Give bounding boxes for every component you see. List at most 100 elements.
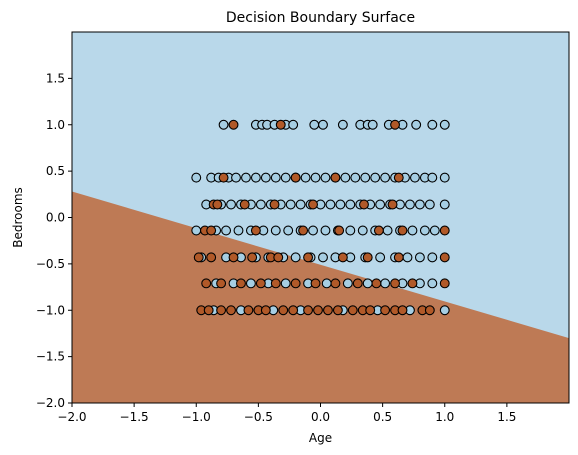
data-point-class-1 [206, 252, 217, 263]
data-point-class-0 [233, 225, 244, 236]
data-point-class-0 [427, 172, 438, 183]
data-point-class-1 [193, 252, 204, 263]
data-point-class-1 [439, 278, 450, 289]
data-point-class-1 [362, 252, 373, 263]
data-point-class-0 [288, 119, 299, 130]
data-point-class-0 [419, 225, 430, 236]
y-tick-label: −2.0 [36, 396, 65, 410]
data-point-class-0 [218, 119, 229, 130]
data-point-class-1 [236, 278, 246, 289]
data-point-class-0 [427, 278, 438, 289]
data-point-class-1 [226, 305, 236, 316]
y-tick-label: 0.5 [46, 164, 65, 178]
y-tick-label: −1.0 [36, 303, 65, 317]
data-point-class-1 [203, 305, 214, 316]
data-point-class-0 [342, 278, 353, 289]
data-point-class-1 [228, 119, 239, 130]
data-point-class-1 [337, 252, 348, 263]
x-tick-label: 1.0 [435, 410, 454, 424]
data-point-class-0 [427, 119, 438, 130]
data-point-class-0 [318, 252, 328, 263]
data-point-class-0 [427, 252, 438, 263]
data-point-class-0 [285, 199, 296, 210]
data-point-class-0 [310, 172, 321, 183]
region-class-1 [72, 191, 569, 403]
data-point-class-1 [310, 278, 321, 289]
data-point-class-1 [278, 305, 289, 316]
data-point-class-0 [255, 199, 266, 210]
data-point-class-0 [407, 225, 418, 236]
x-tick-label: 0.5 [373, 410, 392, 424]
data-point-class-1 [373, 225, 384, 236]
data-point-class-0 [321, 278, 332, 289]
data-point-class-1 [424, 305, 435, 316]
data-point-class-1 [407, 278, 418, 289]
data-point-class-0 [367, 119, 378, 130]
data-point-class-0 [439, 199, 450, 210]
data-point-class-1 [250, 225, 261, 236]
data-point-class-1 [303, 305, 314, 316]
data-point-class-1 [313, 305, 323, 316]
data-point-class-0 [309, 119, 320, 130]
x-axis-ticks: −2.0 −1.5 −1.0 −0.5 0.0 0.5 1.0 1.5 [57, 403, 516, 424]
x-tick-label: −1.5 [120, 410, 149, 424]
data-point-class-0 [429, 225, 440, 236]
data-point-class-0 [345, 225, 356, 236]
data-point-class-1 [247, 252, 258, 263]
data-point-class-0 [424, 199, 435, 210]
data-point-class-0 [409, 172, 420, 183]
data-point-class-0 [280, 172, 291, 183]
data-point-class-0 [360, 172, 371, 183]
data-point-class-0 [226, 199, 236, 210]
data-point-class-1 [260, 305, 271, 316]
data-point-class-1 [239, 199, 250, 210]
data-point-class-0 [414, 199, 425, 210]
data-point-class-0 [191, 225, 202, 236]
y-tick-label: 0.0 [46, 211, 65, 225]
data-point-class-1 [359, 199, 369, 210]
data-point-class-1 [201, 278, 212, 289]
data-point-class-1 [365, 305, 376, 316]
data-point-class-1 [387, 199, 398, 210]
data-point-class-1 [298, 225, 309, 236]
data-point-class-0 [380, 278, 391, 289]
x-tick-label: −2.0 [57, 410, 86, 424]
data-point-class-0 [245, 278, 256, 289]
data-point-class-0 [370, 172, 381, 183]
data-point-class-1 [269, 199, 280, 210]
data-point-class-1 [275, 119, 286, 130]
data-point-class-1 [290, 172, 301, 183]
data-point-class-0 [357, 225, 368, 236]
data-point-class-0 [340, 172, 351, 183]
data-point-class-1 [243, 305, 254, 316]
data-point-class-0 [350, 172, 361, 183]
data-point-class-0 [250, 172, 261, 183]
x-tick-label: 0.0 [311, 410, 330, 424]
y-axis-ticks: −2.0 −1.5 −1.0 −0.5 0.0 0.5 1.0 1.5 [36, 71, 72, 410]
data-point-class-0 [221, 225, 232, 236]
data-point-class-1 [228, 252, 239, 263]
data-point-class-1 [323, 305, 333, 316]
data-point-class-0 [308, 225, 318, 236]
data-point-class-0 [362, 278, 373, 289]
data-point-class-0 [270, 172, 281, 183]
data-point-class-0 [375, 252, 386, 263]
data-point-class-0 [320, 172, 331, 183]
data-point-class-1 [216, 278, 227, 289]
data-point-class-0 [320, 225, 331, 236]
data-point-class-1 [270, 278, 281, 289]
plot-area [72, 32, 569, 403]
data-point-class-1 [380, 305, 391, 316]
data-point-class-0 [402, 252, 413, 263]
data-point-class-0 [439, 119, 450, 130]
data-point-class-1 [212, 199, 223, 210]
data-point-class-1 [352, 278, 363, 289]
y-axis-label: Bedrooms [11, 187, 25, 248]
data-point-class-0 [380, 172, 391, 183]
data-point-class-1 [330, 172, 341, 183]
data-point-class-0 [260, 172, 271, 183]
data-point-class-0 [335, 199, 346, 210]
data-point-class-1 [290, 278, 301, 289]
data-point-class-0 [325, 199, 336, 210]
data-point-class-1 [439, 225, 450, 236]
